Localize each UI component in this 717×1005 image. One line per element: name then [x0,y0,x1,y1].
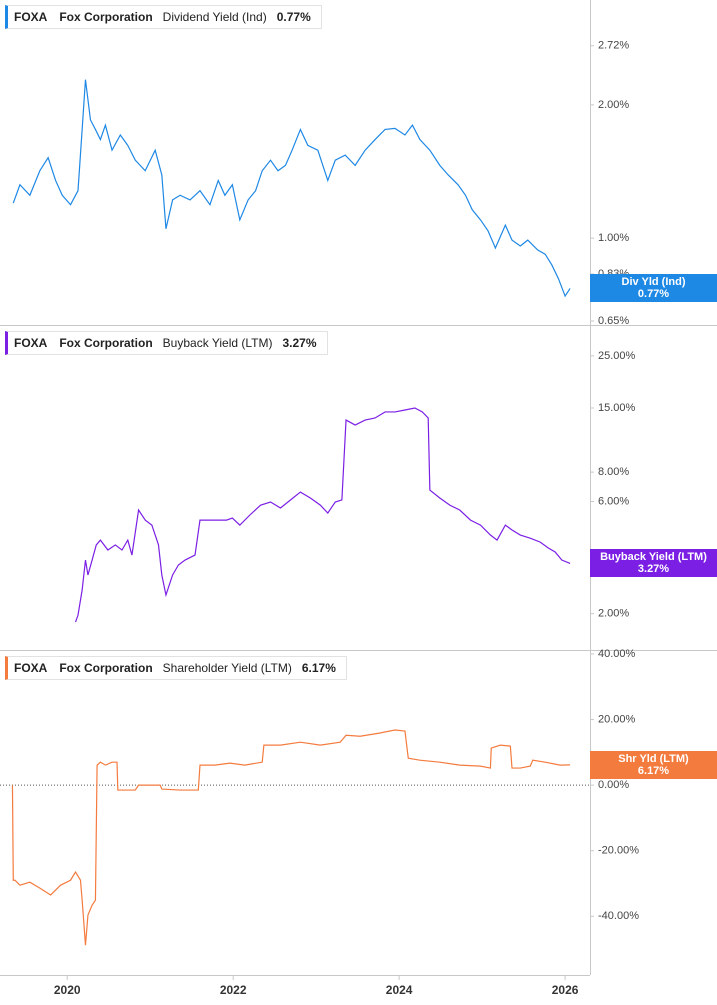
last-value: 0.77% [276,10,311,24]
tag-value: 0.77% [637,288,670,301]
series-header: FOXA Fox Corporation Dividend Yield (Ind) 0… [5,5,322,29]
legend-label: Buyback Yield (LTM) [162,336,273,350]
x-tick-label: 2020 [54,983,81,997]
last-value: 3.27% [282,336,317,350]
company: Fox Corporation [59,336,153,350]
y-tick-label: 15.00% [598,402,636,414]
y-tick-label: -40.00% [598,910,639,922]
series-header: FOXA Fox Corporation Buyback Yield (LTM) 3.… [5,331,328,355]
series-line [12,79,571,298]
ticker: FOXA [14,10,48,24]
x-tick-label: 2024 [386,983,413,997]
y-tick-label: 6.00% [598,495,629,507]
ticker: FOXA [14,661,48,675]
y-tick-label: 20.00% [598,713,636,725]
last-value-tag: Buyback Yield (LTM) 3.27% [590,549,717,578]
tag-value: 3.27% [637,563,670,576]
x-tick-label: 2022 [220,983,247,997]
series-header: FOXA Fox Corporation Shareholder Yield (LT… [5,656,347,680]
tag-label: Div Yld (Ind) [621,276,686,289]
last-value: 6.17% [301,661,336,675]
x-tick-label: 2026 [552,983,579,997]
y-tick-label: 1.00% [598,232,629,244]
y-tick-label: 2.00% [598,608,629,620]
company: Fox Corporation [59,661,153,675]
y-tick-label: 0.00% [598,779,629,791]
company: Fox Corporation [59,10,153,24]
y-tick-label: 40.00% [598,648,636,660]
legend-label: Shareholder Yield (LTM) [162,661,292,675]
y-tick-label: 8.00% [598,466,629,478]
legend-label: Dividend Yield (Ind) [162,10,267,24]
last-value-tag: Div Yld (Ind) 0.77% [590,274,717,303]
y-tick-label: 0.65% [598,315,629,327]
tag-value: 6.17% [637,764,670,777]
tag-label: Buyback Yield (LTM) [600,551,707,564]
y-tick-label: 25.00% [598,350,636,362]
y-tick-label: 2.00% [598,99,629,111]
series-line [11,729,571,946]
ticker: FOXA [14,336,48,350]
last-value-tag: Shr Yld (LTM) 6.17% [590,750,717,779]
series-line [74,407,571,623]
y-tick-label: 2.72% [598,40,629,52]
y-tick-label: -20.00% [598,845,639,857]
tag-label: Shr Yld (LTM) [618,752,689,765]
